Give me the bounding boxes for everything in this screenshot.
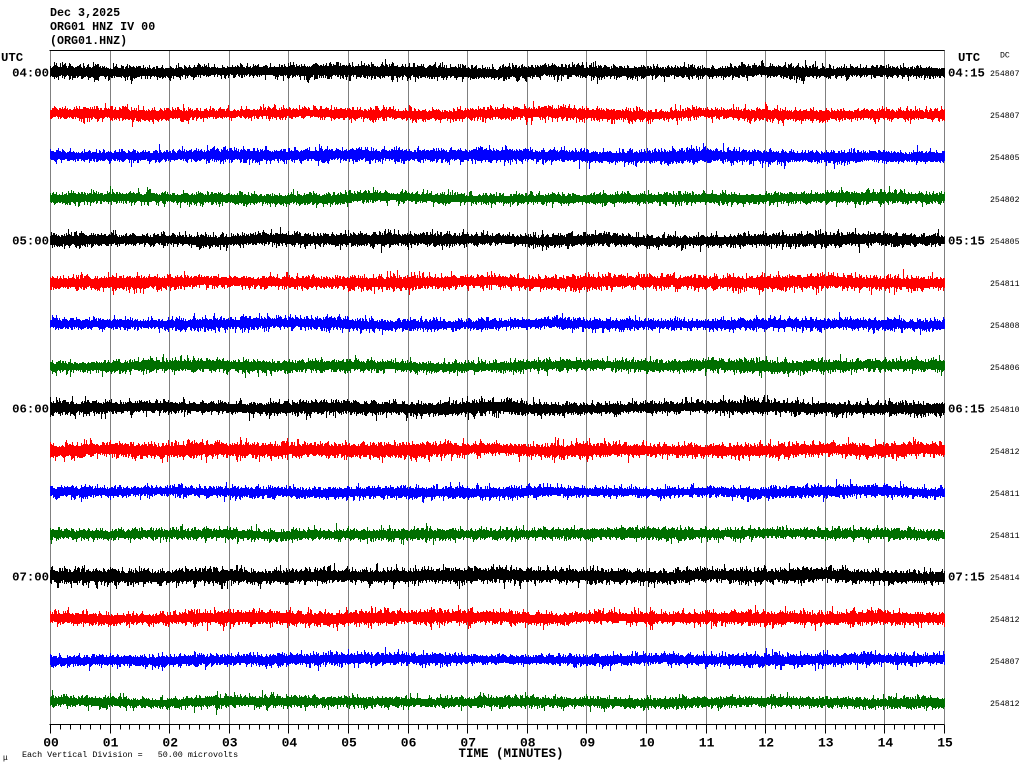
svg-text:07:15: 07:15: [948, 571, 985, 585]
svg-text:254810: 254810: [990, 406, 1020, 415]
svg-text:05: 05: [341, 736, 357, 751]
svg-text:03: 03: [222, 736, 238, 751]
svg-text:UTC: UTC: [958, 51, 981, 65]
svg-text:07: 07: [460, 736, 476, 751]
svg-text:05:00: 05:00: [12, 235, 49, 249]
svg-text:254814: 254814: [990, 574, 1020, 583]
svg-text:254812: 254812: [990, 616, 1020, 625]
svg-text:254812: 254812: [990, 448, 1020, 457]
svg-text:(ORG01.HNZ): (ORG01.HNZ): [50, 34, 127, 48]
svg-text:00: 00: [43, 736, 59, 751]
svg-text:Each Vertical Division = 50.: Each Vertical Division = 50.00 microvolt…: [22, 750, 238, 760]
svg-text:254807: 254807: [990, 658, 1020, 667]
svg-text:TIME (MINUTES): TIME (MINUTES): [458, 747, 563, 761]
svg-text:02: 02: [162, 736, 178, 751]
svg-text:04: 04: [282, 736, 298, 751]
svg-text:08: 08: [520, 736, 536, 751]
svg-text:06:15: 06:15: [948, 403, 985, 417]
svg-text:254811: 254811: [990, 280, 1020, 289]
svg-text:254811: 254811: [990, 490, 1020, 499]
svg-text:04:15: 04:15: [948, 67, 985, 81]
svg-text:15: 15: [937, 736, 953, 751]
svg-text:254808: 254808: [990, 322, 1020, 331]
svg-text:14: 14: [878, 736, 894, 751]
svg-text:ORG01 HNZ IV 00: ORG01 HNZ IV 00: [50, 20, 155, 34]
svg-text:254802: 254802: [990, 196, 1020, 205]
svg-text:09: 09: [580, 736, 596, 751]
svg-text:06:00: 06:00: [12, 403, 49, 417]
svg-text:254805: 254805: [990, 154, 1020, 163]
svg-text:05:15: 05:15: [948, 235, 985, 249]
svg-text:07:00: 07:00: [12, 571, 49, 585]
svg-text:Dec 3,2025: Dec 3,2025: [50, 6, 120, 20]
svg-text:01: 01: [103, 736, 119, 751]
svg-text:254806: 254806: [990, 364, 1020, 373]
svg-text:254807: 254807: [990, 112, 1020, 121]
svg-text:06: 06: [401, 736, 417, 751]
svg-text:UTC: UTC: [1, 51, 24, 65]
svg-text:μ: μ: [3, 754, 8, 763]
svg-text:254805: 254805: [990, 238, 1020, 247]
svg-text:10: 10: [639, 736, 655, 751]
svg-text:12: 12: [758, 736, 774, 751]
svg-text:254807: 254807: [990, 70, 1020, 79]
svg-text:254811: 254811: [990, 532, 1020, 541]
svg-text:254812: 254812: [990, 700, 1020, 709]
svg-text:11: 11: [699, 736, 715, 751]
svg-text:13: 13: [818, 736, 834, 751]
svg-text:04:00: 04:00: [12, 67, 49, 81]
svg-text:DC: DC: [1000, 52, 1010, 61]
